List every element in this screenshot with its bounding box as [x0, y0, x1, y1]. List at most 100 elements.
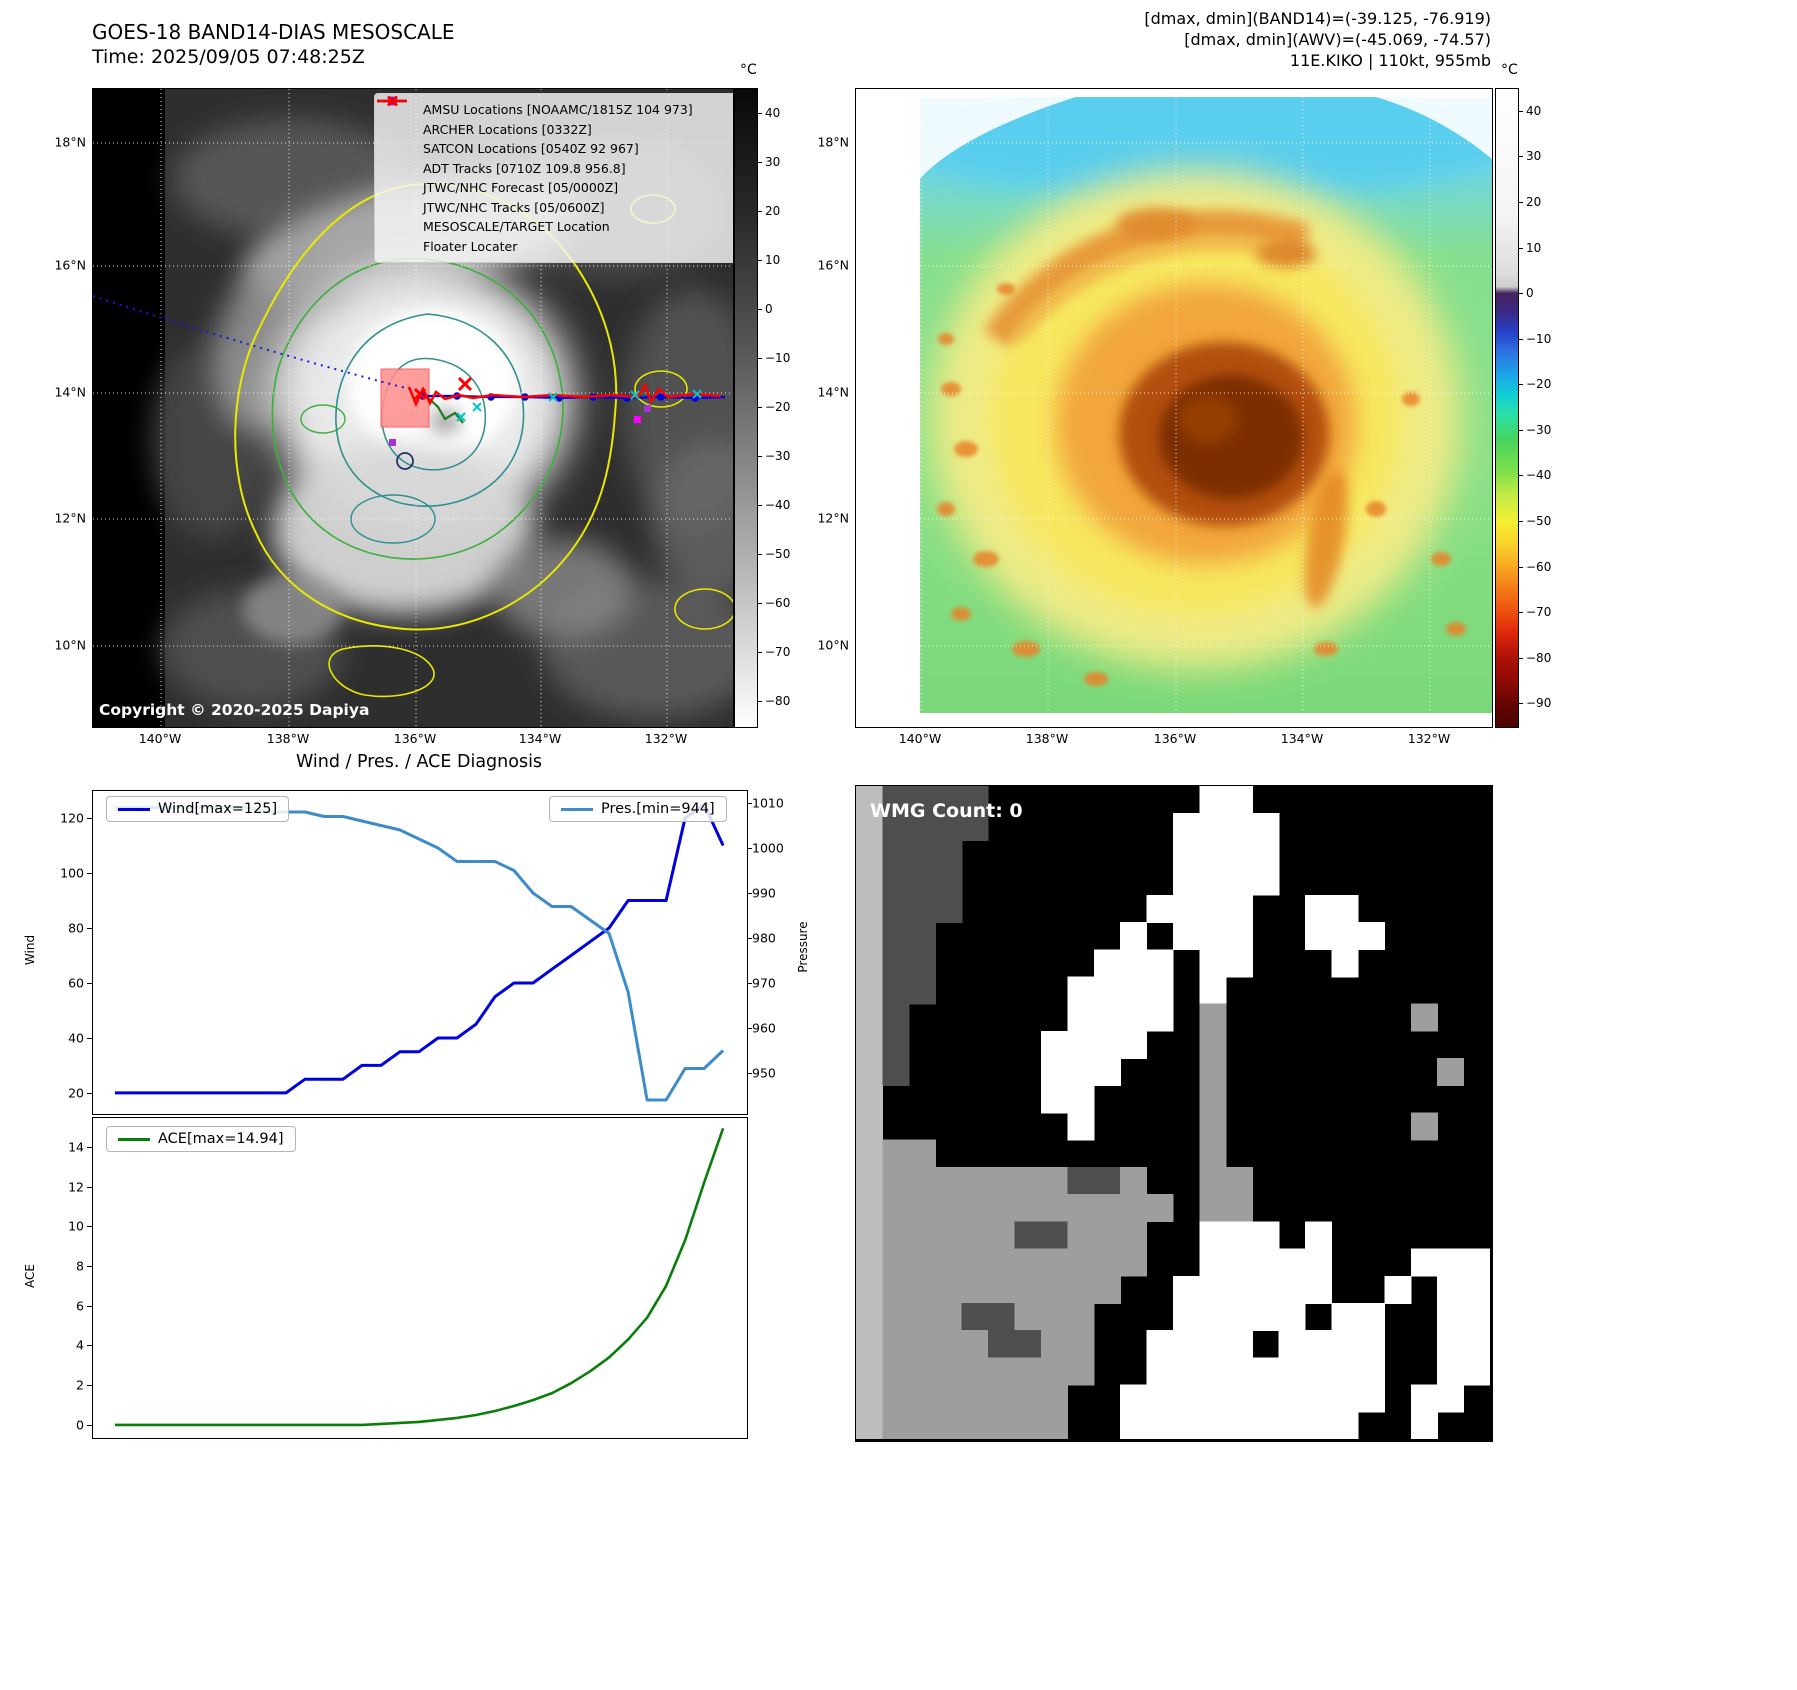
band14-legend: AMSU Locations [NOAAMC/1815Z 104 973] ARC… [374, 93, 733, 263]
wind-legend: Wind[max=125] [106, 796, 290, 822]
enhanced-colorbar-unit: °C [1501, 62, 1518, 78]
axis-tick-mark [87, 1037, 92, 1039]
band14-title: GOES-18 BAND14-DIAS MESOSCALE [92, 20, 455, 44]
lat-tick-label: 12°N [54, 510, 86, 526]
axis-tick-label: 20 [68, 1085, 84, 1101]
colorbar-tick-mark [1518, 475, 1523, 477]
colorbar-tick-mark [757, 112, 762, 114]
diagnosis-chart-canvas [114, 802, 725, 1427]
axis-tick-mark [747, 982, 752, 984]
ace-legend: ACE[max=14.94] [106, 1126, 296, 1152]
colorbar-tick-label: 0 [765, 301, 773, 316]
colorbar-tick-label: −60 [1526, 559, 1552, 574]
colorbar-tick-label: −50 [765, 547, 791, 562]
axis-tick-label: 80 [68, 920, 84, 936]
pressure-axis-label: Pressure [796, 921, 810, 973]
floater-locater-line [407, 382, 722, 408]
axis-tick-label: 980 [752, 930, 776, 946]
colorbar-tick-label: −40 [765, 498, 791, 513]
axis-tick-label: 40 [68, 1030, 84, 1046]
axis-tick-label: 0 [76, 1417, 84, 1433]
band14-time-subtitle: Time: 2025/09/05 07:48:25Z [92, 46, 365, 68]
lon-tick-label: 140°W [138, 731, 182, 746]
colorbar-tick-label: −30 [1526, 422, 1552, 437]
legend-square-icon [383, 96, 417, 136]
axis-tick-mark [747, 803, 752, 805]
axis-tick-label: 120 [60, 810, 84, 826]
colorbar-tick-mark [757, 554, 762, 556]
chart-series-line [114, 802, 725, 1095]
colorbar-tick-mark [757, 210, 762, 212]
axis-tick-label: 1010 [752, 795, 784, 811]
colorbar-tick-mark [1518, 566, 1523, 568]
wind-axis-label: Wind [23, 934, 37, 966]
wmg-count-label: WMG Count: 0 [870, 800, 1023, 822]
colorbar-tick-label: −10 [1526, 331, 1552, 346]
colorbar-tick-mark [1518, 384, 1523, 386]
axis-tick-label: 2 [76, 1377, 84, 1393]
legend-item-label: ADT Tracks [0710Z 109.8 956.8] [423, 160, 626, 176]
colorbar-tick-mark [1518, 247, 1523, 249]
lat-tick-label: 10°N [817, 637, 849, 653]
wind-legend-line-icon [118, 807, 150, 811]
mesoscale-x-markers [413, 376, 473, 401]
dmax-dmin-band14-text: [dmax, dmin](BAND14)=(-39.125, -76.919) [1144, 9, 1491, 28]
colorbar-tick-label: −50 [1526, 513, 1552, 528]
colorbar-tick-mark [757, 259, 762, 261]
copyright-watermark: Copyright © 2020-2025 Dapiya [99, 701, 370, 719]
axis-tick-mark [87, 927, 92, 929]
colorbar-tick-label: −80 [1526, 650, 1552, 665]
chart-series-line [114, 1127, 725, 1427]
colorbar-tick-mark [1518, 703, 1523, 705]
legend-X-icon [383, 95, 417, 234]
axis-tick-mark [87, 1424, 92, 1426]
lon-tick-label: 138°W [1025, 731, 1069, 746]
legend-item-label: Floater Locater [423, 238, 518, 254]
colorbar-tick-label: −70 [1526, 605, 1552, 620]
amsu-archer-markers [389, 405, 651, 446]
axis-tick-label: 12 [68, 1179, 84, 1195]
axis-tick-mark [87, 873, 92, 875]
pressure-legend-line-icon [561, 807, 593, 811]
wmg-panel: WMG Count: 0 [855, 785, 1493, 1442]
lat-tick-label: 16°N [54, 257, 86, 273]
pressure-legend-label: Pres.[min=944] [601, 801, 715, 817]
ace-plot [92, 1117, 748, 1439]
axis-tick-label: 960 [752, 1020, 776, 1036]
colorbar-tick-label: 30 [765, 154, 781, 169]
ace-axis-label: ACE [23, 1264, 37, 1288]
lat-tick-label: 18°N [817, 134, 849, 150]
enhanced-cloud-field [920, 97, 1492, 713]
colorbar-tick-mark [757, 161, 762, 163]
lat-tick-label: 12°N [817, 510, 849, 526]
chart-series-line [114, 806, 725, 1102]
colorbar-tick-label: −30 [765, 449, 791, 464]
axis-tick-label: 14 [68, 1139, 84, 1155]
colorbar-tick-mark [1518, 110, 1523, 112]
lat-tick-label: 14°N [817, 384, 849, 400]
colorbar-tick-label: −70 [765, 645, 791, 660]
legend-item: MESOSCALE/TARGET Location [383, 95, 733, 237]
adt-track-line [424, 394, 464, 424]
axis-tick-mark [747, 893, 752, 895]
forecast-track-dotted [93, 295, 426, 394]
legend-item-label: JTWC/NHC Tracks [05/0600Z] [423, 199, 605, 215]
axis-tick-label: 4 [76, 1337, 84, 1353]
enhanced-header: [dmax, dmin](BAND14)=(-39.125, -76.919) … [1000, 8, 1491, 71]
lat-tick-label: 10°N [54, 637, 86, 653]
colorbar-tick-label: 30 [1526, 149, 1542, 164]
axis-tick-mark [87, 982, 92, 984]
colorbar-tick-mark [757, 308, 762, 310]
lon-tick-label: 136°W [1153, 731, 1197, 746]
legend-item-label: SATCON Locations [0540Z 92 967] [423, 141, 639, 157]
colorbar-tick-mark [1518, 201, 1523, 203]
ace-legend-line-icon [118, 1137, 150, 1141]
band14-colorbar-unit: °C [740, 62, 757, 78]
colorbar-tick-label: −20 [1526, 377, 1552, 392]
axis-tick-label: 8 [76, 1258, 84, 1274]
colorbar-tick-label: −10 [765, 350, 791, 365]
lon-tick-label: 132°W [644, 731, 688, 746]
colorbar-tick-mark [757, 407, 762, 408]
colorbar-tick-mark [1518, 338, 1523, 340]
axis-tick-label: 970 [752, 975, 776, 991]
